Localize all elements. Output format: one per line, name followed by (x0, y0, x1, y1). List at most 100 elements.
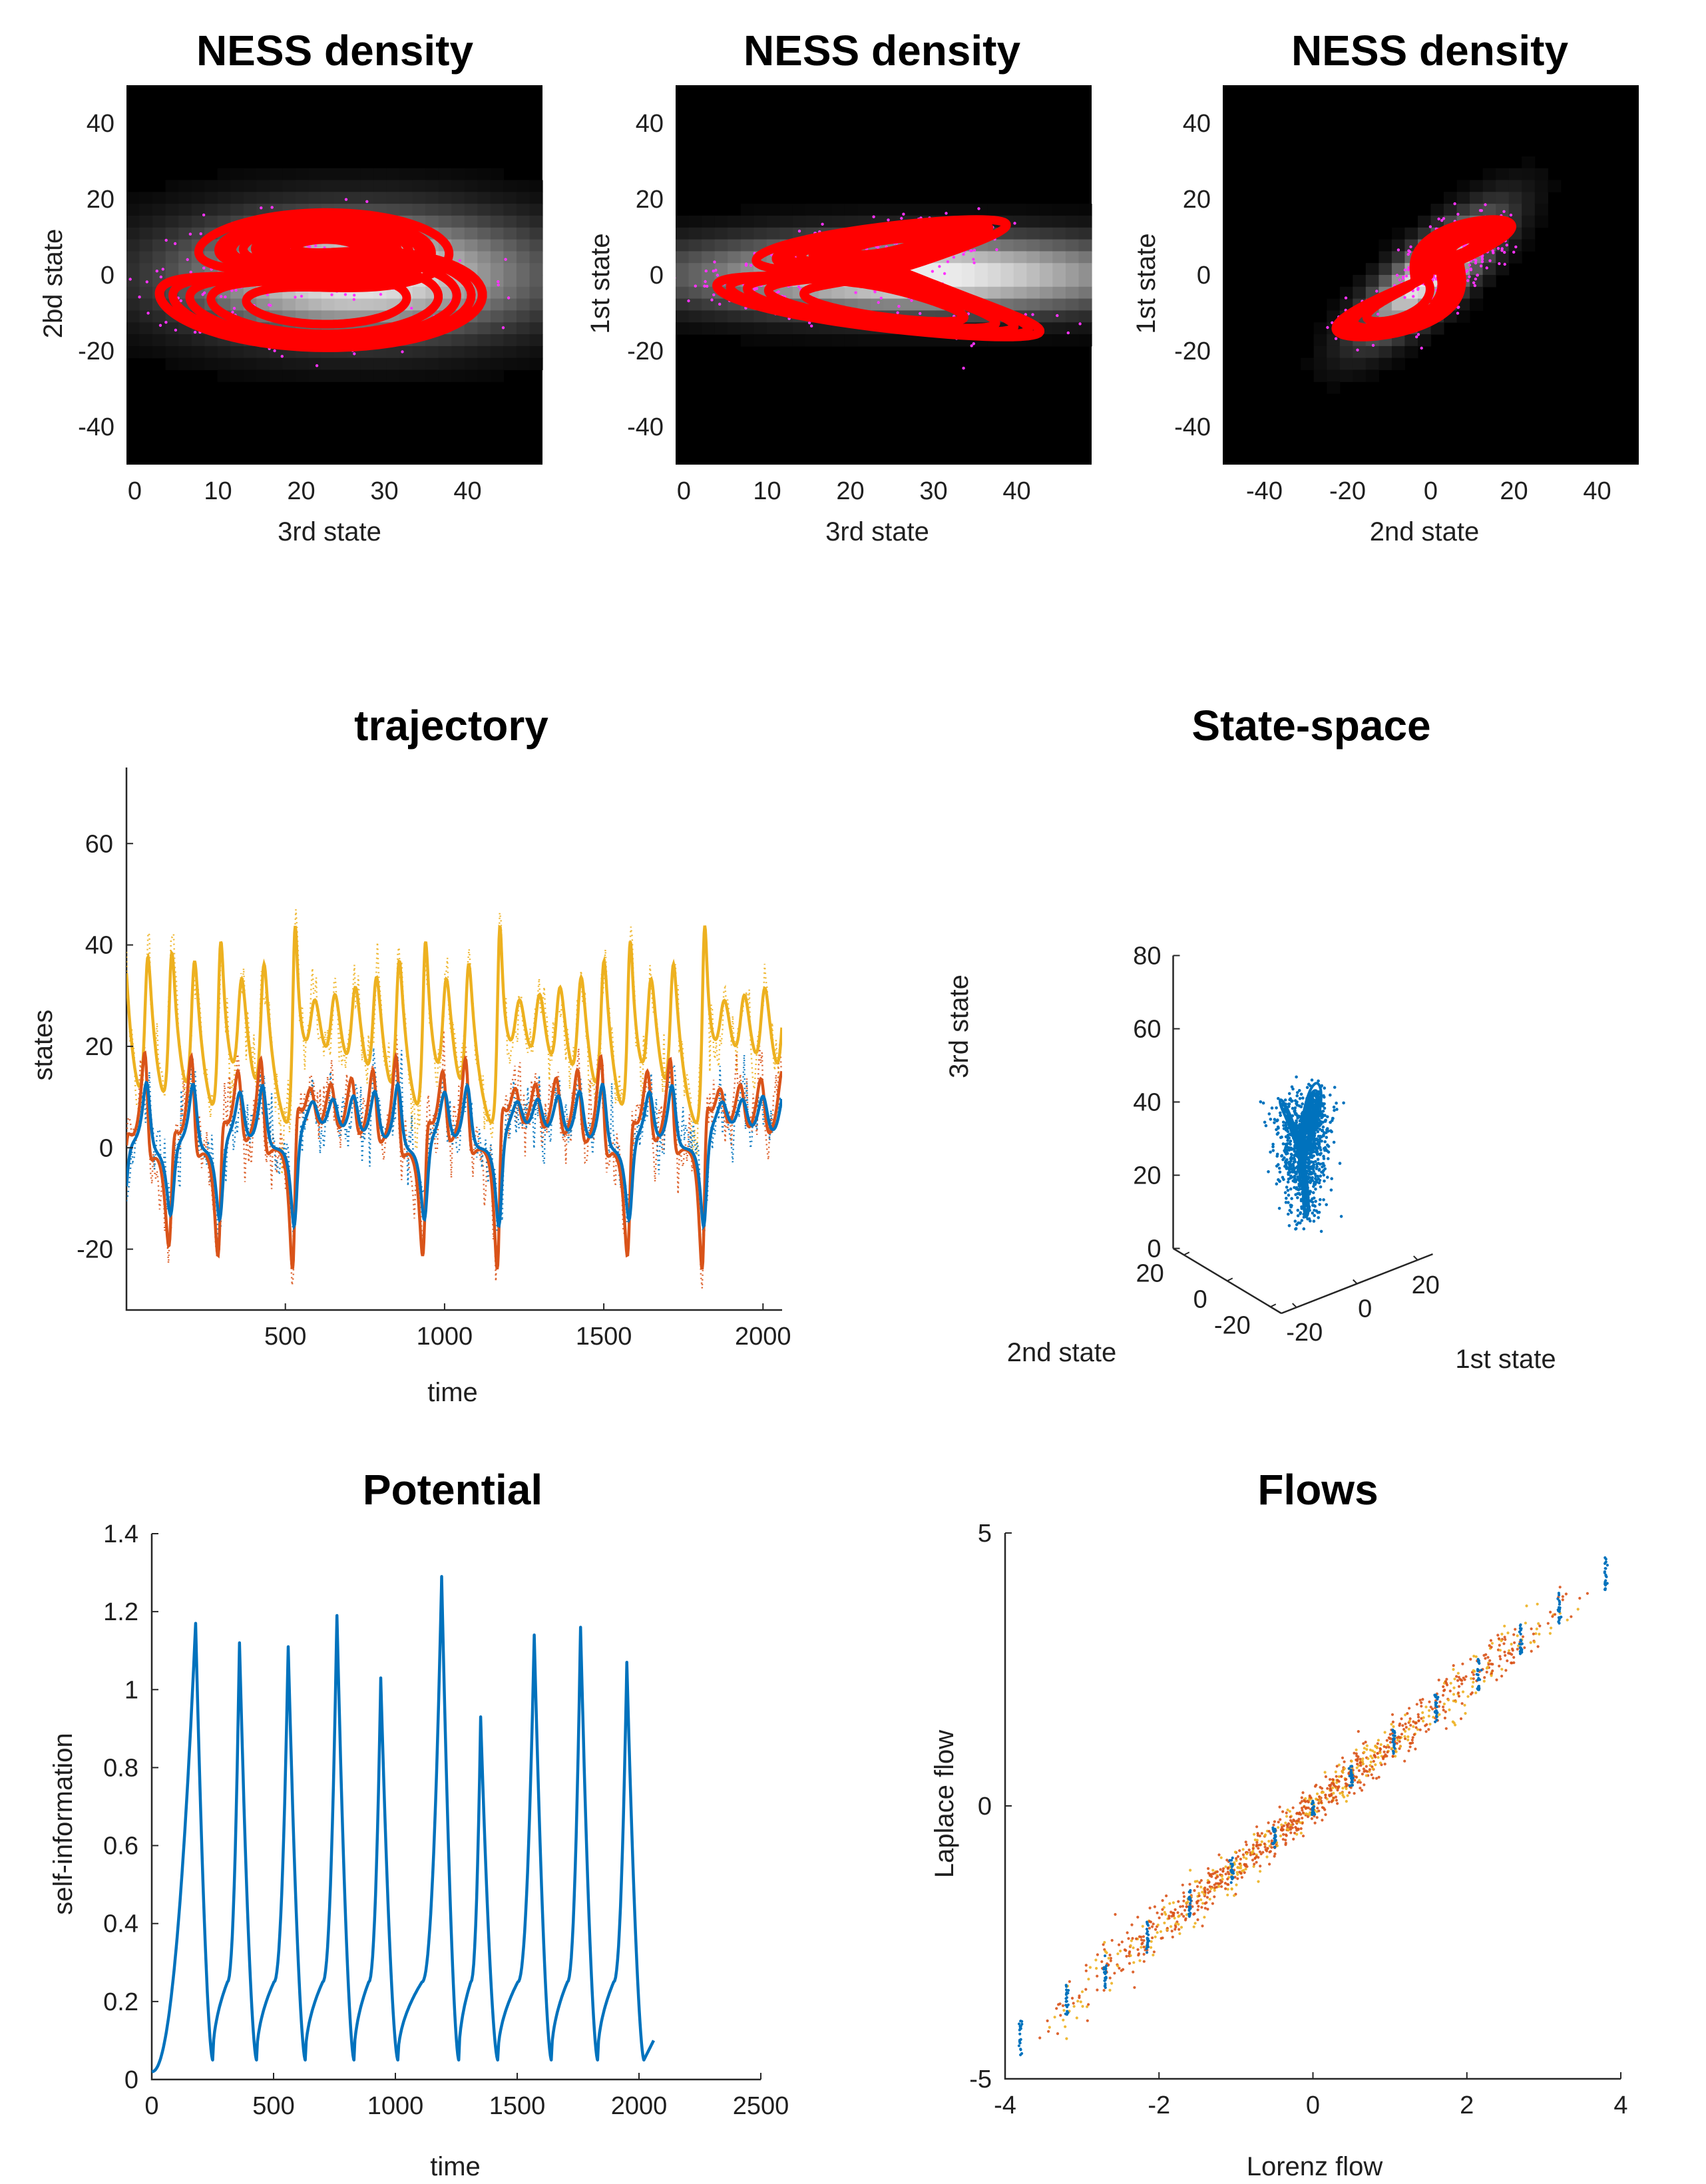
flows-sample-point (1303, 1799, 1306, 1803)
ness3-density-cell (1444, 204, 1458, 216)
ness1-density-cell (438, 168, 452, 181)
ness1-density-cell (178, 204, 192, 216)
ness2-density-cell (805, 215, 819, 228)
flows-sample-point (1466, 1695, 1470, 1698)
flows-column-point (1603, 1584, 1607, 1587)
ness2-density-cell (1065, 263, 1079, 276)
potential-ytick: 0.8 (103, 1754, 138, 1782)
statespace-sample-point (1287, 1102, 1291, 1106)
flows-sample-point (1412, 1733, 1416, 1736)
ness1-density-cell (503, 239, 517, 252)
flows-sample-point (1259, 1870, 1262, 1873)
flows-sample-point (1425, 1723, 1428, 1726)
ness3-sample-point (1480, 209, 1483, 212)
ness1-density-cell (490, 322, 504, 335)
flows-sample-point (1516, 1634, 1519, 1638)
ness1-density-cell (139, 227, 153, 240)
ness1-sample-point (501, 326, 505, 329)
ness2-density-cell (753, 227, 767, 240)
ness1-density-cell (425, 204, 439, 216)
statespace-sample-point (1281, 1176, 1285, 1180)
ness1-sample-point (270, 206, 274, 209)
statespace-sample-point (1313, 1208, 1316, 1212)
flows-column-point (1603, 1570, 1606, 1574)
flows-sample-point (1236, 1877, 1239, 1880)
flows-sample-point (1130, 1923, 1134, 1926)
flows-column-point (1393, 1734, 1396, 1737)
statespace-sample-point (1314, 1200, 1317, 1203)
flows-column-point (1476, 1667, 1480, 1671)
flows-sample-point (1335, 1765, 1339, 1768)
ness2-density-cell (1065, 286, 1079, 300)
ness1-density-cell (464, 239, 478, 252)
ness2-density-cell (987, 251, 1001, 264)
ness1-density-cell (165, 322, 179, 335)
ness1-density-cell (360, 180, 374, 192)
flows-sample-point (1364, 1769, 1367, 1773)
flows-sample-point (1192, 1925, 1195, 1928)
ness1-density-cell (399, 192, 413, 204)
flows-sample-point (1341, 1756, 1345, 1759)
flows-sample-point (1454, 1700, 1458, 1703)
flows-sample-point (1170, 1910, 1173, 1914)
flows-column-point (1104, 1972, 1107, 1976)
flows-sample-point (1398, 1745, 1402, 1748)
ness1-density-cell (490, 263, 504, 276)
flows-sample-point (1177, 1900, 1180, 1903)
flows-sample-point (1498, 1655, 1502, 1658)
flows-sample-point (1219, 1868, 1222, 1871)
flows-sample-point (1329, 1789, 1333, 1792)
ness3-density-cell (1418, 334, 1432, 347)
flows-sample-point (1072, 2002, 1075, 2005)
flows-sample-point (1516, 1647, 1519, 1651)
ness1-density-cell (347, 180, 361, 192)
ness1-sample-point (202, 213, 206, 217)
statespace-sample-point (1295, 1119, 1298, 1123)
statespace-sample-point (1316, 1158, 1320, 1161)
flows-sample-point (1277, 1826, 1280, 1829)
statespace-sample-point (1276, 1125, 1280, 1129)
ness1-density-cell (204, 192, 218, 204)
statespace-ztick: 40 (1133, 1089, 1161, 1117)
flows-column-point (1187, 1908, 1191, 1911)
statespace-sample-point (1310, 1078, 1314, 1082)
ness1-density-cell (464, 357, 478, 371)
ness2-density-cell (1052, 322, 1066, 335)
ness1-density-cell (139, 239, 153, 252)
flows-sample-point (1514, 1628, 1517, 1631)
ness1-density-cell (139, 334, 153, 347)
flows-sample-point (1284, 1843, 1287, 1847)
ness1-density-cell (477, 263, 491, 276)
ness2-sample-point (931, 270, 935, 273)
flows-sample-point (1415, 1703, 1418, 1706)
statespace-sample-point (1285, 1167, 1289, 1170)
ness2-density-cell (676, 263, 690, 276)
ness2-density-cell (1013, 275, 1027, 288)
ness1-sample-point (164, 238, 168, 242)
ness1-density-cell (425, 192, 439, 204)
flows-sample-point (1538, 1624, 1542, 1628)
ness3-xtick: -40 (1246, 477, 1283, 505)
flows-sample-point (1251, 1858, 1255, 1862)
flows-sample-point (1217, 1882, 1221, 1886)
ness3-sample-point (1514, 245, 1518, 249)
flows-sample-point (1469, 1657, 1472, 1661)
flows-sample-point (1498, 1649, 1502, 1652)
statespace-sample-point (1317, 1211, 1321, 1214)
statespace-sample-point (1295, 1100, 1299, 1104)
flows-sample-point (1126, 1931, 1129, 1934)
ness3-sample-point (1474, 278, 1477, 281)
ness3-density-cell (1496, 168, 1510, 181)
statespace-sample-point (1295, 1103, 1299, 1107)
flows-sample-point (1211, 1902, 1214, 1905)
statespace-sample-point (1285, 1152, 1288, 1156)
flows-sample-point (1457, 1695, 1461, 1698)
flows-sample-point (1136, 1948, 1140, 1951)
ness2-density-cell (961, 275, 975, 288)
ness1-density-cell (529, 215, 543, 228)
flows-xtick: 4 (1613, 2091, 1627, 2119)
ness2-xtick: 0 (677, 477, 691, 505)
flows-column-point (1066, 1992, 1070, 1995)
flows-ytick: 5 (978, 1520, 992, 1548)
ness3-density-cell (1534, 168, 1548, 181)
